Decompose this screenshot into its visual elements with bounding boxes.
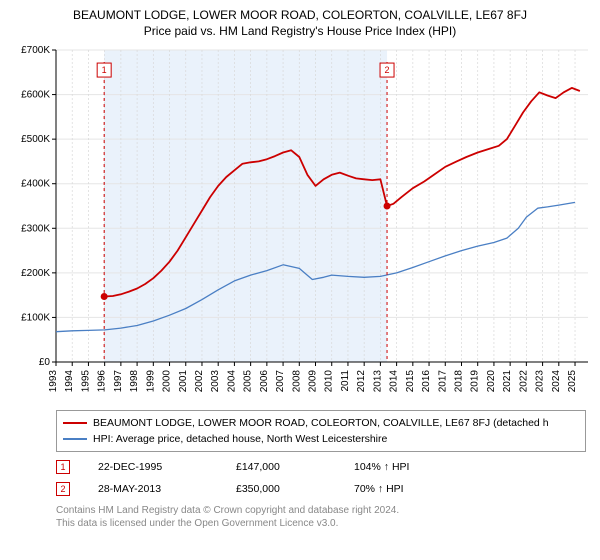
plot-area: £0 £100K £200K £300K £400K £500K £600K £700K 199…	[10, 44, 590, 404]
svg-text:2023: 2023	[535, 370, 546, 393]
annotation-row-1: 1 22-DEC-1995 £147,000 104% ↑ HPI	[56, 456, 586, 478]
svg-text:2005: 2005	[243, 370, 254, 393]
legend-row-hpi: HPI: Average price, detached house, Nort…	[63, 431, 579, 447]
svg-text:1995: 1995	[80, 370, 91, 393]
annotation-price-2: £350,000	[236, 483, 326, 495]
svg-text:£300K: £300K	[21, 223, 50, 234]
legend-row-property: BEAUMONT LODGE, LOWER MOOR ROAD, COLEORT…	[63, 415, 579, 431]
svg-text:£100K: £100K	[21, 312, 50, 323]
svg-text:2012: 2012	[356, 370, 367, 393]
svg-text:2001: 2001	[178, 370, 189, 393]
legend-label-hpi: HPI: Average price, detached house, Nort…	[93, 433, 387, 445]
legend-swatch-hpi	[63, 438, 87, 440]
svg-text:£600K: £600K	[21, 90, 50, 101]
annotation-table: 1 22-DEC-1995 £147,000 104% ↑ HPI 2 28-M…	[56, 456, 586, 500]
svg-text:1994: 1994	[64, 370, 75, 393]
svg-text:2006: 2006	[259, 370, 270, 393]
svg-text:2020: 2020	[486, 370, 497, 393]
legend-swatch-property	[63, 422, 87, 424]
annotation-pct-1: 104% ↑ HPI	[354, 461, 444, 473]
svg-text:2024: 2024	[551, 370, 562, 393]
legend-label-property: BEAUMONT LODGE, LOWER MOOR ROAD, COLEORT…	[93, 417, 549, 429]
annotation-marker-2: 2	[56, 482, 70, 496]
annotation-row-2: 2 28-MAY-2013 £350,000 70% ↑ HPI	[56, 478, 586, 500]
svg-text:2013: 2013	[372, 370, 383, 393]
license-line1: Contains HM Land Registry data © Crown c…	[56, 504, 590, 517]
svg-text:2022: 2022	[518, 370, 529, 393]
svg-text:£400K: £400K	[21, 179, 50, 190]
svg-text:1996: 1996	[97, 370, 108, 393]
svg-text:2: 2	[385, 65, 390, 75]
chart-title-line2: Price paid vs. HM Land Registry's House …	[10, 24, 590, 38]
annotation-marker-1: 1	[56, 460, 70, 474]
annotation-pct-2: 70% ↑ HPI	[354, 483, 444, 495]
svg-text:2000: 2000	[162, 370, 173, 393]
chart-title-line1: BEAUMONT LODGE, LOWER MOOR ROAD, COLEORT…	[10, 8, 590, 22]
svg-text:1993: 1993	[48, 370, 59, 393]
svg-text:2009: 2009	[308, 370, 319, 393]
license-line2: This data is licensed under the Open Gov…	[56, 517, 590, 530]
annotation-date-1: 22-DEC-1995	[98, 461, 208, 473]
svg-text:2025: 2025	[567, 370, 578, 393]
svg-text:1999: 1999	[145, 370, 156, 393]
svg-text:2015: 2015	[405, 370, 416, 393]
svg-text:2007: 2007	[275, 370, 286, 393]
svg-text:£0: £0	[39, 357, 51, 368]
svg-text:1998: 1998	[129, 370, 140, 393]
svg-text:2021: 2021	[502, 370, 513, 393]
svg-text:£700K: £700K	[21, 45, 50, 56]
svg-text:2011: 2011	[340, 370, 351, 392]
annotation-date-2: 28-MAY-2013	[98, 483, 208, 495]
svg-text:1: 1	[102, 65, 107, 75]
svg-text:2010: 2010	[324, 370, 335, 393]
svg-text:2016: 2016	[421, 370, 432, 393]
svg-text:2008: 2008	[291, 370, 302, 393]
svg-text:£500K: £500K	[21, 134, 50, 145]
chart-container: BEAUMONT LODGE, LOWER MOOR ROAD, COLEORT…	[0, 0, 600, 560]
svg-text:2003: 2003	[210, 370, 221, 393]
svg-text:£200K: £200K	[21, 268, 50, 279]
svg-text:2002: 2002	[194, 370, 205, 393]
svg-text:1997: 1997	[113, 370, 124, 393]
annotation-price-1: £147,000	[236, 461, 326, 473]
chart-svg: £0 £100K £200K £300K £400K £500K £600K £700K 199…	[10, 44, 590, 404]
svg-text:2019: 2019	[470, 370, 481, 393]
license-text: Contains HM Land Registry data © Crown c…	[56, 504, 590, 530]
svg-text:2017: 2017	[437, 370, 448, 393]
legend: BEAUMONT LODGE, LOWER MOOR ROAD, COLEORT…	[56, 410, 586, 452]
svg-text:2018: 2018	[453, 370, 464, 393]
svg-text:2004: 2004	[226, 370, 237, 393]
svg-text:2014: 2014	[389, 370, 400, 393]
